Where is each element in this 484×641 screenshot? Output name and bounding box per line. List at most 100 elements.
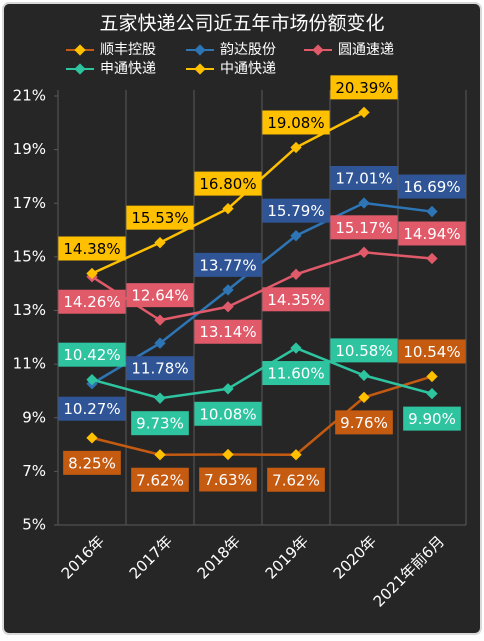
data-label-bg [126,356,194,381]
data-point [154,314,166,326]
y-tick-label: 17% [13,194,46,212]
series-line [91,346,433,400]
data-label: 14.26% [63,293,120,311]
data-label-group: 9.73% [131,411,189,436]
y-tick-label: 9% [22,408,46,426]
data-label-bg [335,410,393,435]
data-label-bg [262,361,330,386]
data-point [154,337,166,349]
data-label: 14.35% [267,291,324,309]
data-point [290,141,302,154]
data-label-group: 16.80% [194,171,262,196]
y-tick-label: 5% [22,516,46,534]
legend-marker [312,44,324,56]
data-label-bg [131,467,189,492]
data-label-group: 11.60% [262,361,330,386]
data-label-group: 17.01% [330,165,398,190]
data-point [290,230,302,242]
data-label-group: 14.26% [58,289,126,314]
data-label: 9.76% [340,414,388,432]
data-label-bg [199,467,257,492]
data-label-group: 14.35% [262,287,330,312]
data-label-bg [58,289,126,314]
data-label-group: 15.79% [262,198,330,223]
chart-title: 五家快递公司近五年市场份额变化 [99,13,384,35]
data-label: 10.54% [403,343,460,361]
legend-label: 韵达股份 [220,42,276,58]
data-point [358,246,370,258]
data-point [154,237,166,249]
legend-marker [194,44,206,56]
data-point [290,449,302,461]
data-label: 19.08% [267,114,324,132]
data-label: 9.73% [136,415,184,433]
data-label: 7.63% [204,471,252,489]
data-label-bg [262,287,330,312]
y-tick-label: 7% [22,462,46,480]
data-label-group: 10.58% [330,338,398,363]
data-point [222,202,234,215]
data-label-group: 7.62% [131,467,189,492]
data-label: 13.77% [199,256,256,274]
data-point [426,205,438,218]
data-point [222,448,234,461]
y-tick-label: 15% [13,247,46,265]
series-line [91,375,433,457]
data-point [358,197,370,209]
data-point [426,252,438,265]
data-label-bg [194,319,262,344]
legend-label: 中通快递 [220,61,276,77]
data-point [222,383,234,395]
data-label-group: 8.25% [63,450,121,475]
data-label-bg [58,342,126,367]
data-label-bg [267,467,325,492]
data-label-group: 10.54% [398,339,466,364]
data-label: 8.25% [68,454,116,472]
data-label-bg [398,174,466,199]
data-label: 7.62% [136,471,184,489]
y-tick-label: 19% [13,140,46,158]
data-label-group: 13.14% [194,319,262,344]
data-label-bg [131,411,189,436]
data-label-group: 19.08% [262,110,330,135]
chart-background [2,2,482,635]
data-point [426,370,438,383]
data-label-group: 10.42% [58,342,126,367]
data-label-group: 13.77% [194,252,262,277]
data-label-bg [398,221,466,246]
data-label: 9.90% [408,410,456,428]
data-label: 11.78% [131,360,188,378]
data-point [290,268,302,280]
data-label-bg [330,215,398,240]
data-label: 13.14% [199,323,256,341]
data-label: 20.39% [335,79,392,97]
data-label: 10.42% [63,346,120,364]
data-label: 10.08% [199,405,256,423]
data-label-bg [58,396,126,421]
data-label-bg [262,110,330,135]
legend-marker [74,44,86,56]
data-label: 15.79% [267,202,324,220]
data-label: 17.01% [335,169,392,187]
data-label: 15.53% [131,209,188,227]
data-label: 16.80% [199,175,256,193]
data-label: 10.27% [63,400,120,418]
data-label-bg [126,205,194,230]
data-label-bg [63,450,121,475]
data-label-bg [330,75,398,100]
data-label-bg [398,339,466,364]
data-label-bg [58,236,126,261]
legend-label: 申通快递 [100,61,156,77]
data-label-group: 15.17% [330,215,398,240]
data-label-group: 10.08% [194,401,262,426]
data-label-bg [262,198,330,223]
data-label: 7.62% [272,471,320,489]
data-label-bg [194,252,262,277]
data-label-bg [194,171,262,196]
data-label-group: 7.63% [199,467,257,492]
data-point [426,387,438,400]
data-label: 14.94% [403,225,460,243]
data-label: 10.58% [335,342,392,360]
data-label-bg [194,401,262,426]
data-point [154,392,166,404]
